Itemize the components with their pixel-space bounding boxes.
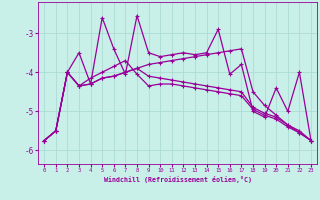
X-axis label: Windchill (Refroidissement éolien,°C): Windchill (Refroidissement éolien,°C) bbox=[104, 176, 252, 183]
